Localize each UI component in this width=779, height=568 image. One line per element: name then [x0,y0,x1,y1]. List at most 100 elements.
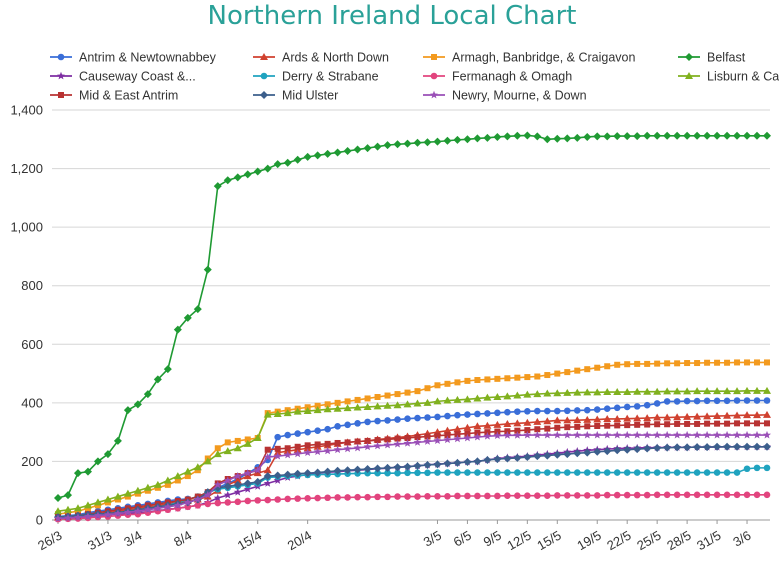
data-point [353,145,362,154]
data-point [554,370,561,377]
legend-item-mid-ulster: Mid Ulster [253,89,338,103]
data-point [573,133,582,142]
data-point [254,497,262,504]
data-point [54,494,62,503]
data-point [434,413,441,421]
data-point [374,493,381,501]
data-point [433,460,442,469]
data-point [453,135,462,144]
data-point [713,469,721,476]
data-point [224,499,232,506]
data-point [484,410,491,417]
legend-marker [260,91,268,99]
data-point [533,390,542,398]
legend-item-derry-strabane: Derry & Strabane [253,70,379,84]
data-point [434,432,441,439]
data-point [463,423,472,431]
data-point [414,414,421,422]
data-point [633,430,642,439]
data-point [523,390,532,398]
data-point [624,422,631,429]
data-point [593,469,601,476]
data-point [623,445,632,454]
data-point [664,360,671,367]
data-point [464,411,471,418]
data-point [603,447,612,456]
x-tick-label: 19/5 [574,528,603,554]
data-point [204,500,212,508]
data-point [504,408,511,416]
data-point [303,469,312,478]
legend-item-mid-east-antrim: Mid & East Antrim [50,89,178,103]
data-point [313,151,322,160]
data-point [223,176,232,185]
data-point [444,380,451,387]
y-axis: 0 200 400 600 800 1,000 1,200 1,400 [10,103,43,528]
data-point [683,131,692,140]
x-tick-label: 12/5 [504,528,533,554]
data-point [663,491,671,499]
data-point [733,387,742,395]
data-point [653,131,662,140]
data-point [513,431,522,439]
data-point [54,514,62,522]
data-point [693,387,702,395]
data-point [593,415,602,423]
data-point [113,492,122,500]
data-point [523,418,532,426]
legend-item-armagh-banbridge-craigavon: Armagh, Banbridge, & Craigavon [423,51,635,65]
data-point [683,397,691,405]
data-point [623,132,632,141]
data-point [343,444,352,453]
legend-marker [57,53,65,61]
data-point [374,417,381,425]
data-point [184,473,191,480]
legend-label: Mid & East Antrim [79,89,178,103]
data-point [763,430,771,439]
data-point [474,410,481,418]
data-point [403,439,412,447]
data-point [563,388,572,396]
legend-marker [57,71,65,80]
series-belfast [54,131,771,503]
data-point [384,392,391,399]
data-point [374,394,381,400]
data-point [563,469,571,476]
data-point [414,434,421,441]
data-point [383,141,392,150]
data-point [524,492,531,499]
data-point [363,144,372,153]
data-point [653,430,662,439]
data-point [604,363,611,370]
data-point [354,420,361,427]
data-point [654,360,661,367]
legend-marker [58,92,64,98]
data-point [413,438,422,446]
data-point [624,361,631,368]
data-point [133,400,142,409]
data-point [673,387,682,395]
data-point [694,420,701,427]
data-point [534,426,541,433]
data-point [573,449,582,458]
data-point [514,427,521,434]
x-tick-label: 8/4 [171,528,194,550]
data-point [233,476,242,484]
x-tick-label: 31/5 [694,528,723,554]
data-point [484,469,491,476]
data-point [503,454,512,463]
data-point [663,469,671,476]
data-point [343,404,352,412]
data-point [443,435,452,444]
x-tick-label: 6/5 [451,528,474,550]
data-point [644,421,651,428]
data-point [634,421,641,428]
series-antrim-newtownabbey [54,397,771,520]
data-point [753,397,761,404]
data-point [524,408,531,415]
data-point [483,393,492,401]
data-point [683,387,692,395]
data-point [734,420,741,427]
data-point [153,480,162,488]
data-point [214,499,222,507]
